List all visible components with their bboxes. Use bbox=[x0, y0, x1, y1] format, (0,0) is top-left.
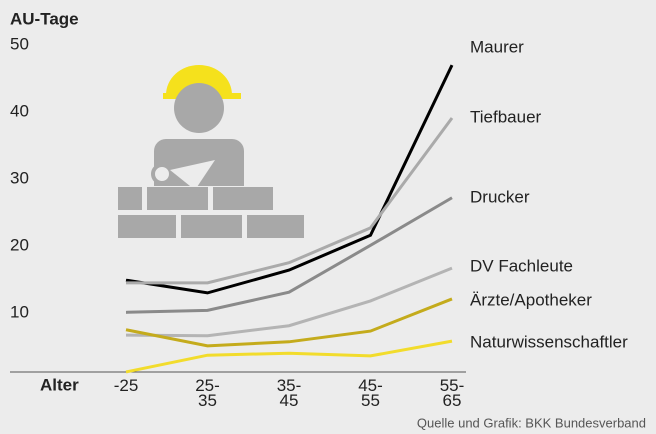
y-tick-label: 50 bbox=[10, 34, 29, 53]
series-line bbox=[126, 117, 454, 285]
x-tick-label: 45-55 bbox=[358, 376, 383, 410]
series-label: DV Fachleute bbox=[470, 256, 573, 275]
series-label: Maurer bbox=[470, 37, 524, 56]
x-axis-label: Alter bbox=[40, 375, 79, 394]
x-tick-label: 25-35 bbox=[195, 376, 220, 410]
series-label: Naturwissenschaftler bbox=[470, 332, 628, 351]
series-line bbox=[125, 339, 453, 374]
series-line bbox=[125, 266, 453, 338]
y-tick-label: 20 bbox=[10, 235, 29, 254]
series-line bbox=[125, 297, 453, 348]
source: Quelle und Grafik: BKK Bundesverband bbox=[417, 415, 646, 430]
y-tick-label: 10 bbox=[10, 302, 29, 321]
series-label: Ärzte/Apotheker bbox=[470, 290, 592, 309]
y-tick-label: 30 bbox=[10, 168, 29, 187]
worker-icon bbox=[118, 65, 304, 238]
series-label: Tiefbauer bbox=[470, 107, 542, 126]
series-label: Drucker bbox=[470, 187, 530, 206]
chart-title: AU-Tage bbox=[10, 9, 79, 28]
y-tick-label: 40 bbox=[10, 101, 29, 120]
series-line bbox=[125, 196, 453, 314]
series-line bbox=[125, 64, 454, 295]
x-tick-label: -25 bbox=[113, 376, 139, 395]
x-tick-label: 35-45 bbox=[276, 376, 302, 410]
x-tick-label: 55-65 bbox=[439, 376, 465, 410]
